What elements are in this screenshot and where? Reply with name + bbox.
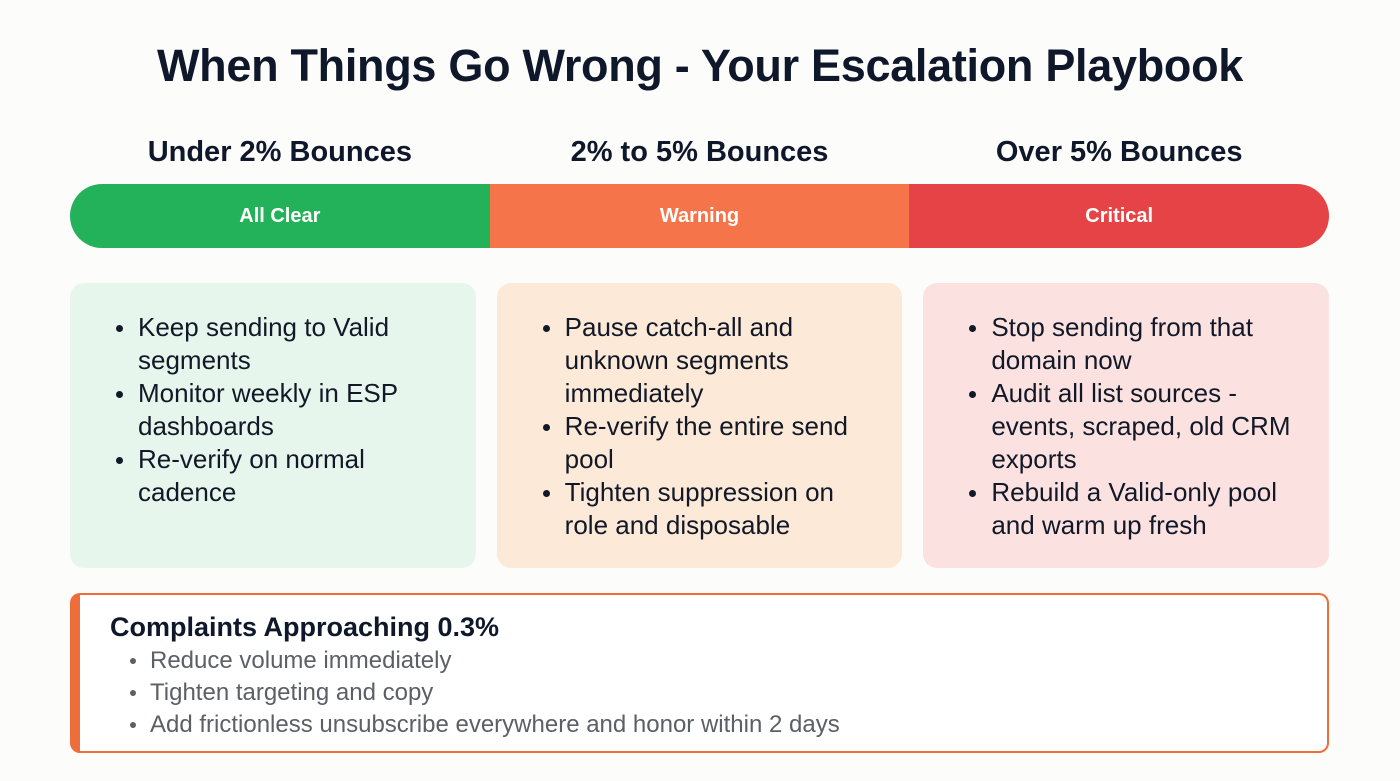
status-all-clear: All Clear: [70, 184, 490, 248]
tier-heading-over-5: Over 5% Bounces: [995, 136, 1243, 168]
list-item: Re-verify the entire send pool: [541, 410, 883, 476]
action-cards: Keep sending to Valid segments Monitor w…: [70, 283, 1330, 568]
action-list: Stop sending from that domain now Audit …: [967, 311, 1309, 542]
list-item: Pause catch-all and unknown segments imm…: [541, 311, 883, 410]
complaints-callout: Complaints Approaching 0.3% Reduce volum…: [70, 593, 1329, 753]
status-critical: Critical: [909, 184, 1329, 248]
tier-heading-under-2: Under 2% Bounces: [147, 136, 412, 168]
action-list: Pause catch-all and unknown segments imm…: [541, 311, 883, 542]
complaints-list: Reduce volume immediately Tighten target…: [128, 645, 1327, 741]
card-all-clear: Keep sending to Valid segments Monitor w…: [70, 283, 476, 568]
list-item: Rebuild a Valid-only pool and warm up fr…: [967, 476, 1309, 542]
tier-heading-2-to-5: 2% to 5% Bounces: [570, 136, 829, 168]
list-item: Reduce volume immediately: [128, 645, 1327, 677]
list-item: Add frictionless unsubscribe everywhere …: [128, 709, 1327, 741]
list-item: Tighten targeting and copy: [128, 677, 1327, 709]
action-list: Keep sending to Valid segments Monitor w…: [114, 311, 456, 509]
list-item: Re-verify on normal cadence: [114, 443, 456, 509]
card-warning: Pause catch-all and unknown segments imm…: [496, 283, 903, 568]
card-critical: Stop sending from that domain now Audit …: [923, 283, 1330, 568]
list-item: Audit all list sources - events, scraped…: [967, 377, 1309, 476]
complaints-title: Complaints Approaching 0.3%: [110, 612, 500, 642]
list-item: Keep sending to Valid segments: [114, 311, 456, 377]
list-item: Tighten suppression on role and disposab…: [541, 476, 883, 542]
severity-bar: All Clear Warning Critical: [70, 184, 1329, 248]
tier-headings: Under 2% Bounces 2% to 5% Bounces Over 5…: [70, 136, 1329, 169]
list-item: Stop sending from that domain now: [967, 311, 1309, 377]
page-title: When Things Go Wrong - Your Escalation P…: [157, 40, 1243, 91]
list-item: Monitor weekly in ESP dashboards: [114, 377, 456, 443]
status-warning: Warning: [489, 184, 910, 248]
